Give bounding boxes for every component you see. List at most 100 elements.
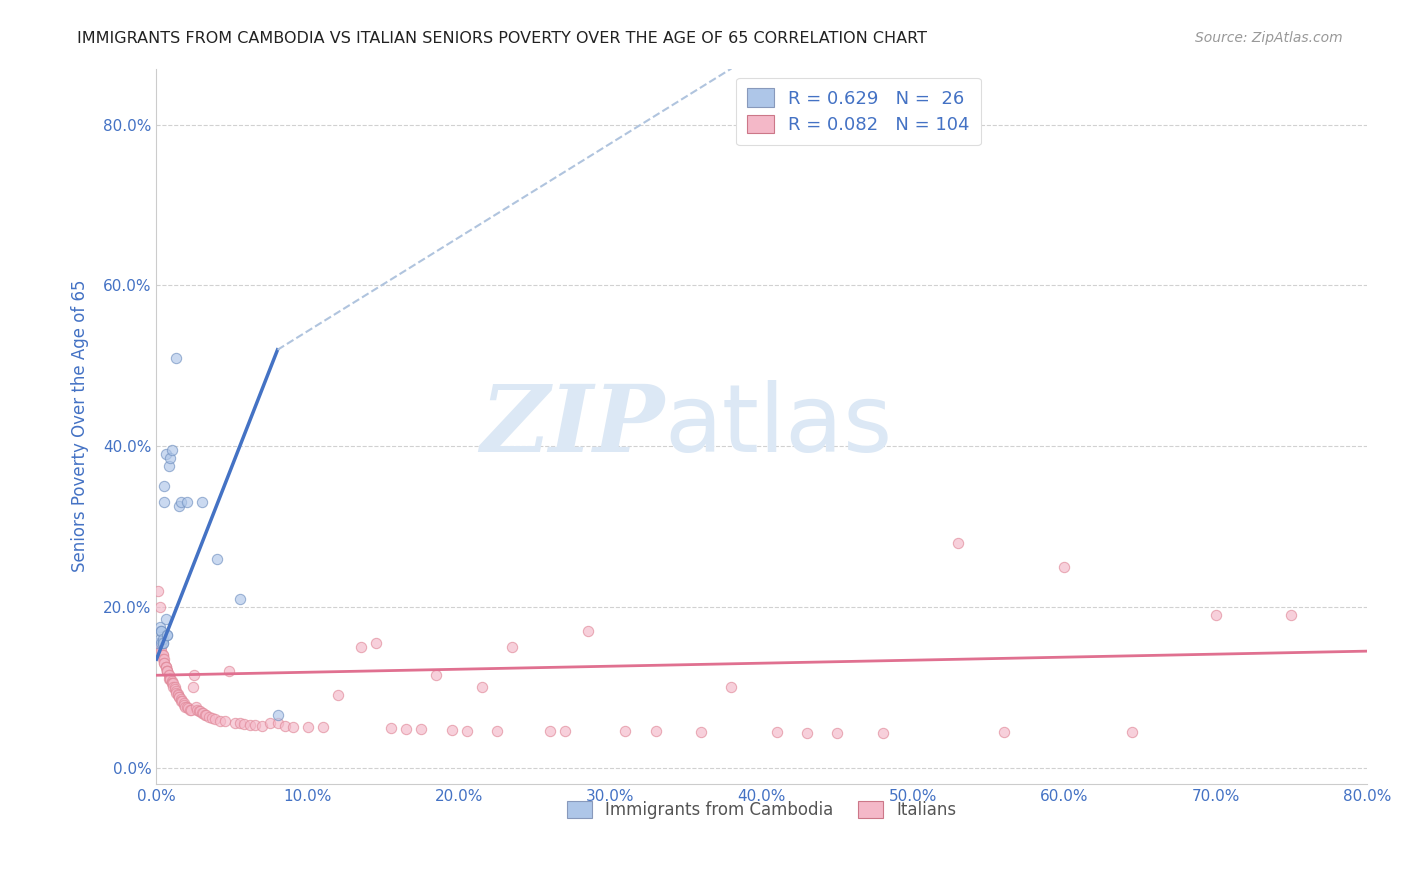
Point — [156, 628, 179, 642]
Point — [183, 668, 205, 682]
Point — [411, 722, 433, 736]
Point — [146, 583, 169, 598]
Point — [155, 612, 177, 626]
Text: ZIP: ZIP — [481, 381, 665, 471]
Point — [690, 725, 713, 739]
Point — [1121, 725, 1143, 739]
Point — [163, 681, 186, 696]
Point — [614, 724, 637, 739]
Point — [179, 703, 201, 717]
Point — [1205, 607, 1227, 622]
Text: IMMIGRANTS FROM CAMBODIA VS ITALIAN SENIORS POVERTY OVER THE AGE OF 65 CORRELATI: IMMIGRANTS FROM CAMBODIA VS ITALIAN SENI… — [77, 31, 928, 46]
Point — [153, 656, 176, 670]
Point — [720, 681, 742, 695]
Point — [266, 715, 288, 730]
Point — [160, 676, 183, 690]
Point — [233, 717, 256, 731]
Point — [195, 708, 218, 723]
Point — [239, 718, 262, 732]
Point — [228, 716, 250, 731]
Point — [153, 479, 176, 493]
Point — [155, 660, 177, 674]
Point — [165, 686, 187, 700]
Point — [152, 648, 174, 662]
Point — [501, 640, 523, 654]
Point — [177, 701, 200, 715]
Point — [259, 716, 281, 731]
Point — [159, 451, 181, 466]
Point — [150, 624, 173, 638]
Point — [176, 495, 198, 509]
Point — [186, 703, 208, 717]
Point — [159, 673, 181, 687]
Point — [281, 720, 304, 734]
Point — [194, 707, 217, 722]
Point — [157, 668, 180, 682]
Point — [152, 632, 174, 646]
Point — [208, 714, 231, 728]
Point — [150, 624, 173, 638]
Point — [157, 673, 180, 687]
Point — [395, 722, 418, 736]
Point — [148, 599, 170, 614]
Point — [214, 714, 236, 728]
Point — [380, 721, 402, 735]
Point — [157, 459, 180, 474]
Point — [187, 705, 209, 719]
Point — [155, 447, 177, 461]
Point — [156, 664, 179, 678]
Point — [191, 495, 214, 509]
Point — [176, 699, 198, 714]
Point — [181, 681, 204, 695]
Point — [1053, 559, 1076, 574]
Point — [157, 668, 180, 682]
Point — [165, 351, 187, 365]
Point — [471, 681, 494, 695]
Point — [159, 673, 181, 687]
Point — [163, 681, 186, 695]
Point — [1279, 607, 1302, 622]
Point — [152, 636, 174, 650]
Point — [173, 698, 195, 712]
Point — [440, 723, 463, 737]
Point — [993, 725, 1015, 739]
Point — [198, 710, 221, 724]
Point — [153, 652, 176, 666]
Point — [180, 703, 202, 717]
Point — [156, 664, 179, 678]
Point — [156, 628, 179, 642]
Point — [156, 664, 179, 678]
Point — [155, 660, 177, 674]
Point — [425, 668, 447, 682]
Point — [160, 673, 183, 688]
Point — [174, 699, 197, 714]
Point — [312, 721, 335, 735]
Point — [170, 694, 193, 708]
Point — [156, 664, 179, 678]
Point — [173, 697, 195, 711]
Point — [160, 443, 183, 458]
Point — [218, 664, 240, 678]
Point — [872, 726, 894, 740]
Point — [148, 620, 170, 634]
Point — [644, 724, 666, 739]
Point — [155, 660, 177, 674]
Point — [224, 715, 246, 730]
Point — [228, 591, 250, 606]
Point — [204, 713, 226, 727]
Point — [184, 700, 207, 714]
Point — [167, 690, 190, 704]
Point — [167, 500, 190, 514]
Point — [190, 705, 212, 719]
Point — [191, 706, 214, 720]
Point — [326, 689, 349, 703]
Text: atlas: atlas — [665, 380, 893, 472]
Point — [172, 694, 194, 708]
Point — [166, 689, 188, 703]
Point — [165, 684, 187, 698]
Point — [150, 636, 173, 650]
Point — [554, 723, 576, 738]
Point — [297, 721, 319, 735]
Point — [166, 687, 188, 701]
Point — [160, 676, 183, 690]
